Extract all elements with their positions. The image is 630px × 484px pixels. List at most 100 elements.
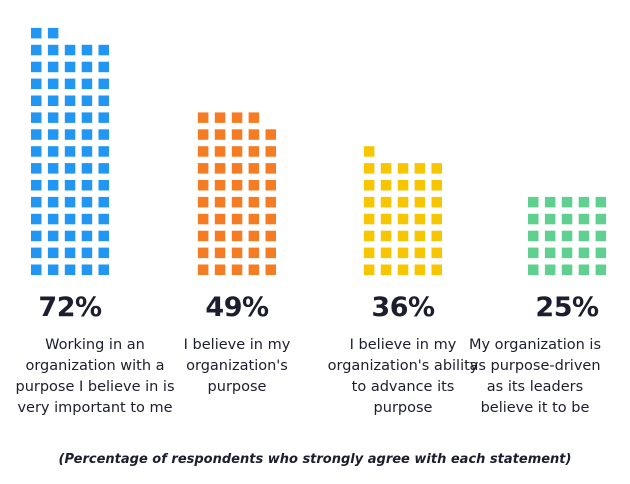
waffle-cell [98, 78, 109, 90]
waffle-cell [214, 264, 226, 275]
waffle-cell [578, 264, 590, 275]
waffle-cell [81, 78, 93, 90]
waffle-cell [47, 230, 59, 242]
waffle-cell [397, 196, 409, 208]
waffle-cell [231, 112, 243, 123]
waffle-cell [31, 78, 42, 90]
waffle-cell [47, 163, 59, 174]
waffle-cell [265, 129, 276, 140]
waffle-cell [561, 230, 573, 242]
waffle-cell [265, 264, 276, 275]
waffle-cell [561, 196, 573, 208]
waffle-cell [64, 95, 76, 106]
waffle-cell [248, 146, 260, 157]
waffle-cell [363, 247, 375, 259]
waffle-cell [231, 264, 243, 275]
waffle-cell [98, 180, 109, 191]
waffle-cell [98, 163, 109, 174]
waffle-cell [47, 146, 59, 157]
waffle-cell [197, 146, 209, 157]
waffle-cell [431, 163, 442, 174]
waffle-cell [214, 146, 226, 157]
waffle-cell [414, 163, 426, 174]
bar-believe-purpose [197, 112, 276, 275]
waffle-cell [265, 230, 276, 242]
waffle-cell [81, 230, 93, 242]
waffle-cell [231, 230, 243, 242]
waffle-cell [431, 180, 442, 191]
waffle-cell [265, 247, 276, 259]
waffle-cell [431, 264, 442, 275]
waffle-cell [31, 95, 42, 106]
waffle-cell [363, 230, 375, 242]
waffle-cell [197, 129, 209, 140]
waffle-cell [98, 44, 109, 56]
waffle-cell [47, 129, 59, 140]
waffle-cell [380, 247, 392, 259]
waffle-cell [544, 264, 556, 275]
waffle-cell [31, 163, 42, 174]
waffle-cell [414, 264, 426, 275]
waffle-cell [414, 247, 426, 259]
waffle-cell [544, 213, 556, 225]
waffle-cell [380, 196, 392, 208]
waffle-cell [64, 129, 76, 140]
waffle-cell [431, 247, 442, 259]
waffle-cell [64, 163, 76, 174]
waffle-cell [544, 196, 556, 208]
waffle-cell [248, 196, 260, 208]
waffle-cell [64, 196, 76, 208]
waffle-cell [214, 129, 226, 140]
waffle-cell [431, 213, 442, 225]
waffle-cell [528, 213, 539, 225]
waffle-cell [47, 95, 59, 106]
waffle-cell [197, 163, 209, 174]
waffle-cell [31, 146, 42, 157]
waffle-cell [64, 230, 76, 242]
waffle-cell [81, 213, 93, 225]
waffle-cell [414, 230, 426, 242]
waffle-cell [578, 230, 590, 242]
waffle-cell [47, 180, 59, 191]
bar-believe-ability [363, 146, 442, 275]
waffle-cell [595, 264, 607, 275]
waffle-cell [265, 180, 276, 191]
waffle-cell [98, 95, 109, 106]
waffle-cell [363, 163, 375, 174]
waffle-cell [578, 213, 590, 225]
waffle-cell [47, 27, 59, 39]
waffle-cell [397, 264, 409, 275]
waffle-cell [431, 230, 442, 242]
waffle-cell [98, 213, 109, 225]
waffle-cell [544, 230, 556, 242]
waffle-cell [81, 95, 93, 106]
waffle-cell [248, 163, 260, 174]
waffle-cell [397, 213, 409, 225]
waffle-cell [81, 196, 93, 208]
waffle-cell [81, 44, 93, 56]
category-label-believe-purpose: I believe in my organization's purpose [183, 337, 291, 395]
waffle-cell [397, 180, 409, 191]
waffle-cell [214, 112, 226, 123]
waffle-cell [231, 247, 243, 259]
waffle-cell [31, 180, 42, 191]
waffle-cell [31, 196, 42, 208]
waffle-cell [47, 112, 59, 123]
waffle-cell [197, 196, 209, 208]
waffle-cell [81, 61, 93, 73]
waffle-cell [81, 247, 93, 259]
waffle-cell [98, 196, 109, 208]
waffle-cell [363, 180, 375, 191]
waffle-cell [528, 230, 539, 242]
waffle-cell [98, 112, 109, 123]
waffle-cell [248, 129, 260, 140]
waffle-cell [561, 264, 573, 275]
waffle-cell [64, 247, 76, 259]
bar-working [31, 27, 109, 275]
waffle-cell [98, 146, 109, 157]
waffle-cell [197, 230, 209, 242]
waffle-cell [47, 78, 59, 90]
waffle-cell [595, 213, 607, 225]
waffle-cell [81, 163, 93, 174]
waffle-cell [578, 196, 590, 208]
